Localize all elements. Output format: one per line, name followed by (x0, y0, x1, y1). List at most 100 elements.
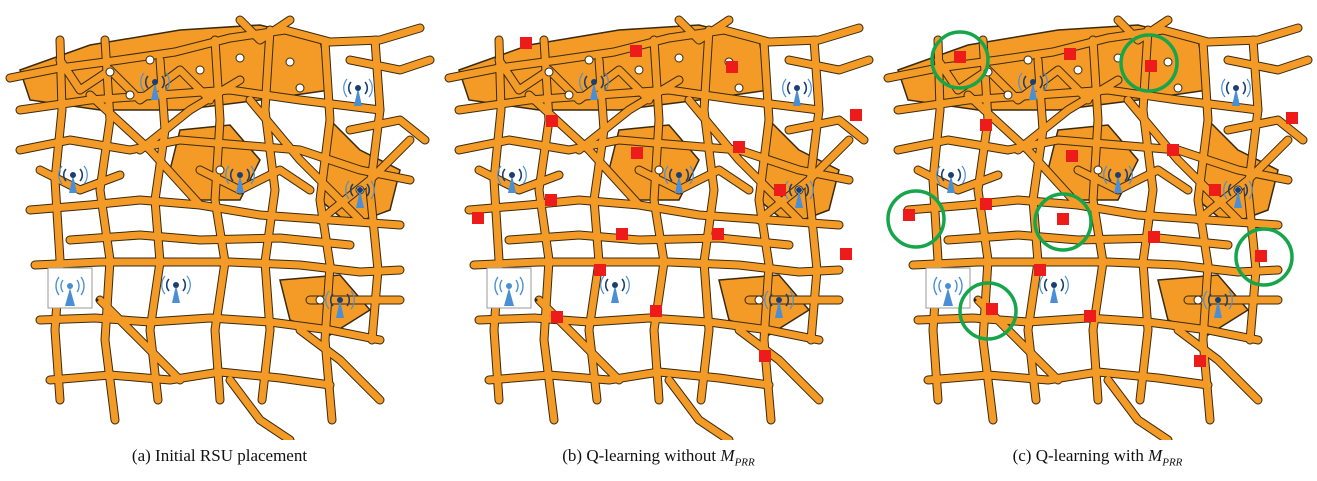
b-road-19 (575, 76, 683, 154)
a-rsu-head-3 (237, 172, 243, 178)
b-rsu-antenna-icon-1 (782, 78, 812, 106)
b-rsu-mast-2 (508, 175, 516, 193)
b-red-marker-1 (630, 45, 642, 57)
b-red-marker-0 (520, 37, 532, 49)
b-rsu-boxed-dot (534, 298, 538, 302)
c-red-marker-8 (903, 209, 915, 221)
c-red-marker-4 (980, 119, 992, 131)
c-road-13 (894, 86, 1262, 114)
a-road-23 (236, 16, 294, 44)
c-rsu-mast-6 (1214, 300, 1222, 318)
b-rsu-mast-6 (775, 300, 783, 318)
a-rsu-head-5 (173, 282, 179, 288)
b-rsu-boxed-waves (494, 276, 524, 296)
a-road-14 (66, 231, 354, 249)
b-rsu-head-3 (676, 172, 682, 178)
caption-c-math-symbol: M (1148, 446, 1163, 465)
c-rsu-waves-outer-6 (1203, 290, 1233, 310)
c-red-marker-14 (1194, 355, 1206, 367)
b-rsu-mast-0 (590, 82, 598, 100)
b-rsu-antenna-icon-0 (579, 72, 609, 100)
a-rsu-antenna-icon-boxed (47, 267, 99, 309)
b-rsu-waves-5 (604, 278, 626, 292)
b-road-3 (470, 258, 843, 276)
a-rsu-waves-4 (349, 183, 371, 197)
a-road-hole-3 (235, 53, 245, 63)
a-road-7 (96, 36, 119, 424)
b-road-hole-0 (544, 67, 554, 77)
c-rsu-waves-outer-3 (1103, 165, 1133, 185)
a-road-1 (16, 136, 414, 184)
b-road-27 (635, 166, 753, 194)
c-road-16 (964, 91, 1082, 209)
a-road-25 (56, 56, 214, 104)
a-road-hole-9 (315, 295, 325, 305)
b-road-5 (485, 368, 773, 389)
c-road-0 (884, 24, 1302, 82)
b-rsu-head-6 (776, 297, 782, 303)
a-road-hole-0 (105, 67, 115, 77)
c-red-marker-7 (980, 198, 992, 210)
c-road-hole-9 (1193, 295, 1203, 305)
b-road-hole-8 (654, 165, 664, 175)
c-road-network (883, 15, 1313, 440)
c-rsu-head-3 (1115, 172, 1121, 178)
c-rsu-antenna-icon-6 (1203, 290, 1233, 318)
c-rsu-head-2 (948, 172, 954, 178)
c-road-18 (1194, 136, 1292, 224)
c-road-6 (929, 36, 944, 404)
b-red-marker-4 (546, 115, 558, 127)
b-road-hole-3 (674, 53, 684, 63)
c-red-marker-12 (986, 303, 998, 315)
a-road-9 (211, 36, 229, 404)
b-rsu-waves-outer-2 (497, 165, 527, 185)
a-road-hole-6 (125, 90, 135, 100)
b-road-21 (735, 326, 823, 404)
b-red-marker-2 (726, 61, 738, 73)
b-rsu-head-1 (794, 85, 800, 91)
c-red-marker-13 (1084, 310, 1096, 322)
b-rsu-boxed-head (506, 283, 512, 289)
a-rsu-mast-5 (172, 285, 180, 303)
c-rsu-mast-5 (1050, 285, 1058, 303)
b-road-16 (525, 91, 643, 209)
a-rsu-waves-outer-0 (140, 72, 170, 92)
b-rsu-waves-1 (786, 81, 808, 95)
a-road-16 (86, 91, 204, 209)
b-rsu-waves-0 (583, 75, 605, 89)
a-rsu-head-4 (357, 187, 363, 193)
c-road-1 (894, 136, 1292, 184)
b-rsu-antenna-icon-6 (764, 290, 794, 318)
caption-a-text: Initial RSU placement (155, 446, 308, 465)
c-rsu-waves-outer-1 (1221, 78, 1251, 98)
a-rsu-mast-6 (336, 300, 344, 318)
c-rsu-waves-outer-5 (1039, 275, 1069, 295)
c-road-hole-1 (1023, 55, 1033, 65)
c-road-7 (974, 36, 997, 424)
caption-b-math: MPRR (720, 446, 754, 468)
c-rsu-head-5 (1051, 282, 1057, 288)
c-green-circle-5 (958, 281, 1018, 341)
b-road-6 (490, 36, 505, 404)
c-red-marker-15 (1034, 264, 1046, 276)
c-rsu-waves-2 (940, 168, 962, 182)
a-rsu-mast-4 (356, 190, 364, 208)
a-rsu-mast-2 (69, 175, 77, 193)
a-rsu-antenna-icon-5 (161, 275, 191, 303)
a-road-8 (146, 56, 169, 404)
b-road-network (444, 15, 874, 440)
a-rsu-waves-6 (329, 293, 351, 307)
b-rsu-waves-outer-5 (600, 275, 630, 295)
c-road-5 (924, 368, 1212, 389)
c-rsu-waves-1 (1225, 81, 1247, 95)
c-road-3 (909, 258, 1282, 276)
b-red-marker-3 (850, 109, 862, 121)
c-road-28 (1224, 116, 1307, 144)
c-road-26 (914, 166, 1002, 194)
c-red-marker-2 (1145, 60, 1157, 72)
b-road-28 (785, 116, 868, 144)
a-rsu-boxed-mast (65, 288, 75, 306)
a-rsu-head-6 (337, 297, 343, 303)
b-road-18 (755, 136, 853, 224)
caption-c-math: MPRR (1148, 446, 1182, 468)
